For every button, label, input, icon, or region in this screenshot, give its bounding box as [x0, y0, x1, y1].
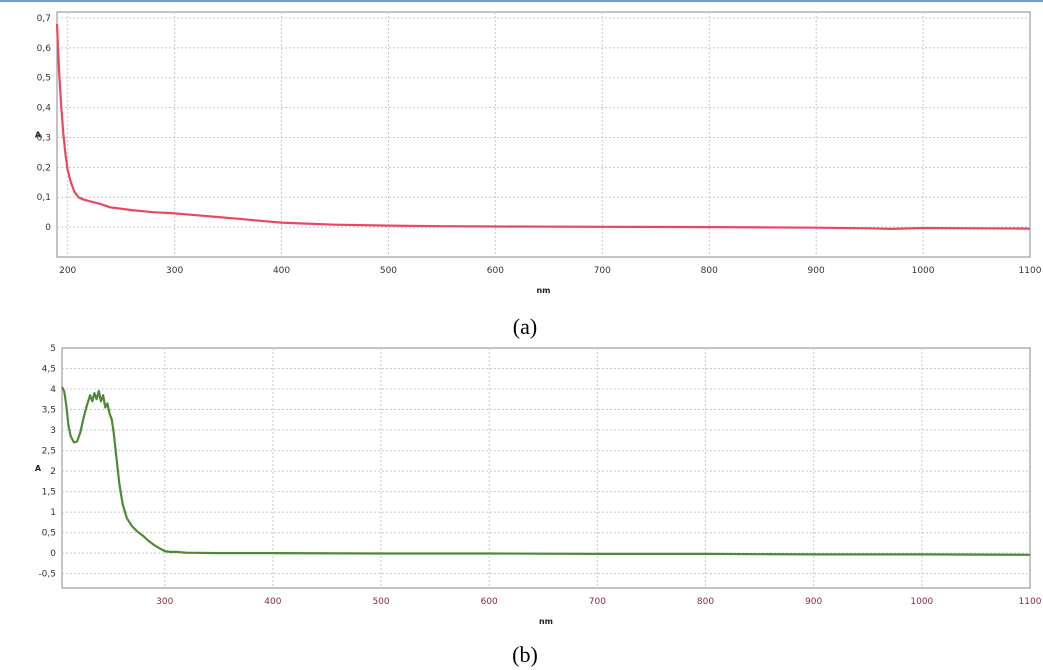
x-tick-label: 1000	[910, 597, 933, 607]
x-tick-label: 700	[589, 597, 606, 607]
x-tick-label: 400	[264, 597, 281, 607]
x-tick-label: 800	[701, 266, 718, 276]
y-tick-label: 0,5	[42, 529, 56, 539]
y-tick-label: 3,5	[42, 406, 56, 416]
y-axis-label: A	[35, 131, 42, 140]
y-tick-label: 2,5	[42, 447, 56, 457]
top-border-rule	[0, 0, 1043, 2]
plot-area-frame	[61, 347, 1031, 589]
x-tick-label: 900	[808, 266, 825, 276]
chart-a: 200 300 400 500 600 700 800 900 1000 1100 0,7 0,6 0,…	[35, 11, 1042, 295]
y-tick-label: 5	[50, 344, 56, 354]
y-tick-label: 0	[45, 223, 51, 233]
x-tick-label: 200	[59, 266, 76, 276]
panel-caption-b: (b)	[512, 642, 538, 667]
y-tick-label: 0,4	[37, 104, 52, 114]
x-tick-label: 600	[481, 597, 498, 607]
x-tick-label: 500	[380, 266, 397, 276]
x-tick-label: 900	[805, 597, 822, 607]
panel-caption-a: (a)	[512, 314, 538, 339]
x-tick-label: 300	[156, 597, 173, 607]
y-tick-label: 4,5	[42, 365, 56, 375]
x-tick-label: 1100	[1019, 266, 1042, 276]
series-line	[61, 386, 1031, 556]
x-axis-label: nm	[536, 286, 550, 295]
x-tick-label: 400	[273, 266, 290, 276]
y-tick-label: 1,5	[42, 488, 56, 498]
y-axis-label: A	[35, 464, 42, 473]
x-tick-label: 1000	[912, 266, 935, 276]
x-tick-label: 1100	[1019, 597, 1042, 607]
y-tick-label: 4	[50, 385, 56, 395]
y-tick-label: 3	[50, 426, 56, 436]
x-tick-label: 600	[487, 266, 504, 276]
y-tick-label: -0,5	[38, 570, 56, 580]
x-tick-label: 700	[594, 266, 611, 276]
y-tick-label: 0,7	[37, 14, 51, 24]
x-tick-label: 800	[697, 597, 714, 607]
plot-area-frame	[56, 11, 1031, 258]
y-tick-label: 0,5	[37, 74, 51, 84]
series-line	[55, 23, 1031, 230]
y-tick-label: 0,6	[37, 44, 52, 54]
y-tick-label: 1	[50, 508, 56, 518]
y-tick-label: 0,3	[37, 133, 51, 143]
x-tick-label: 300	[166, 266, 183, 276]
y-tick-label: 2	[50, 467, 56, 477]
y-tick-label: 0,2	[37, 163, 51, 173]
x-axis-label: nm	[539, 617, 553, 626]
y-tick-label: 0,1	[37, 193, 51, 203]
x-tick-label: 500	[372, 597, 389, 607]
y-tick-label: 0	[50, 549, 56, 559]
chart-b: 300 400 500 600 700 800 900 1000 1100 5 4,5 4 3,5 3 2,…	[35, 344, 1042, 626]
